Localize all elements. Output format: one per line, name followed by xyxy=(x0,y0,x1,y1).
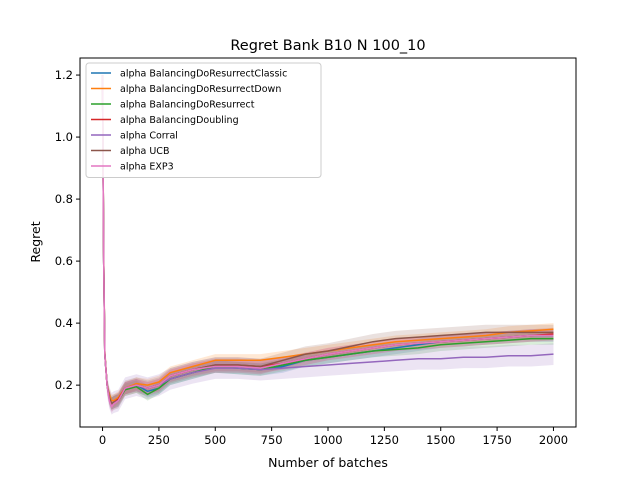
x-axis-label: Number of batches xyxy=(268,455,388,470)
series-line-1 xyxy=(101,75,554,402)
x-axis-ticks: 0 250 500 750 1000 1250 1500 1750 2000 xyxy=(99,427,568,447)
series-line-6 xyxy=(101,75,554,408)
x-tick-label: 1250 xyxy=(370,433,399,447)
x-tick-label: 1500 xyxy=(426,433,455,447)
legend-entry: alpha Corral xyxy=(120,131,178,142)
y-axis-label: Regret xyxy=(28,221,43,262)
plot-area xyxy=(101,64,554,415)
y-tick-label: 0.2 xyxy=(55,378,73,392)
y-tick-label: 1.0 xyxy=(55,130,73,144)
legend-entry: alpha UCB xyxy=(120,146,169,157)
x-tick-label: 250 xyxy=(148,433,170,447)
legend-box xyxy=(85,62,322,178)
x-tick-label: 1000 xyxy=(313,433,342,447)
legend-entry: alpha BalancingDoResurrectClassic xyxy=(120,69,287,80)
legend-entry: alpha EXP3 xyxy=(120,162,174,173)
y-tick-label: 0.8 xyxy=(55,192,73,206)
chart-title: Regret Bank B10 N 100_10 xyxy=(230,38,425,54)
x-tick-label: 2000 xyxy=(539,433,568,447)
legend-entry: alpha BalancingDoubling xyxy=(120,115,239,126)
x-tick-label: 0 xyxy=(99,433,106,447)
confidence-band-4 xyxy=(102,64,554,415)
x-tick-label: 1750 xyxy=(482,433,511,447)
legend-entry: alpha BalancingDoResurrect xyxy=(120,100,255,111)
legend: alpha BalancingDoResurrectClassic alpha B… xyxy=(85,62,322,178)
y-tick-label: 1.2 xyxy=(55,68,73,82)
legend-entry: alpha BalancingDoResurrectDown xyxy=(120,84,281,95)
y-tick-label: 0.6 xyxy=(55,254,73,268)
x-tick-label: 500 xyxy=(204,433,226,447)
series-line-5 xyxy=(101,75,554,405)
x-tick-label: 750 xyxy=(261,433,283,447)
y-axis-ticks: 0.2 0.4 0.6 0.8 1.0 1.2 xyxy=(55,68,80,392)
y-tick-label: 0.4 xyxy=(55,316,73,330)
